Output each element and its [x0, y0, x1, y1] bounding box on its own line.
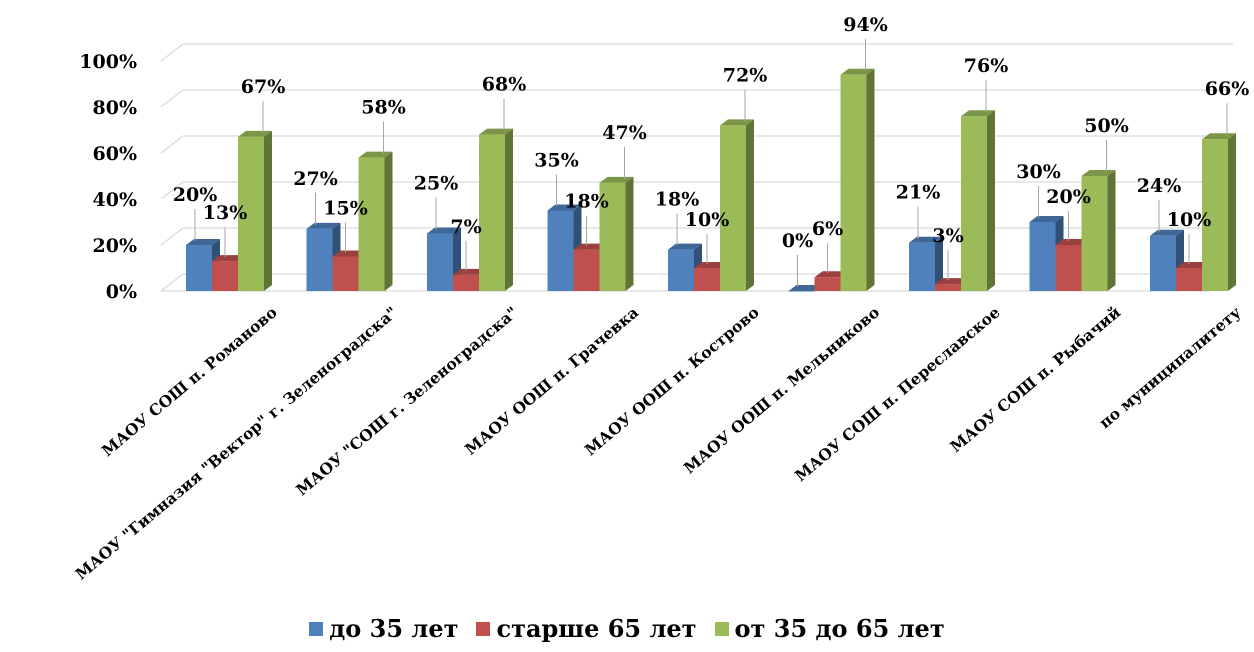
data-label: 20%: [1046, 186, 1091, 208]
y-tick-label: 20%: [93, 235, 138, 257]
bar: [961, 110, 995, 291]
data-label: 18%: [655, 189, 700, 211]
data-label: 18%: [564, 191, 609, 213]
x-category-label: МАОУ "СОШ г. Зеленоградска": [292, 303, 521, 500]
y-tick-label: 100%: [79, 51, 137, 73]
legend-item-35-65: от 35 до 65 лет: [714, 614, 945, 643]
gridline: [160, 89, 1233, 108]
bar: [720, 119, 754, 292]
label-leader-lines: [194, 38, 1228, 287]
legend-label-under-35: до 35 лет: [329, 614, 459, 643]
data-label: 27%: [293, 168, 338, 190]
data-label: 66%: [1205, 78, 1250, 100]
data-label: 10%: [685, 209, 730, 231]
data-label: 68%: [482, 74, 527, 96]
legend-swatch-under-35: [309, 621, 324, 636]
data-label: 10%: [1167, 209, 1212, 231]
bar: [1202, 133, 1236, 291]
y-tick-label: 60%: [93, 143, 138, 165]
gridline: [160, 181, 1233, 200]
data-label: 0%: [782, 230, 813, 252]
data-label: 30%: [1016, 161, 1061, 183]
data-label: 20%: [173, 184, 218, 206]
legend: до 35 лет старше 65 лет от 35 до 65 лет: [0, 614, 1254, 643]
gridline: [160, 135, 1233, 154]
y-tick-label: 0%: [106, 281, 137, 303]
legend-label-over-65: старше 65 лет: [496, 614, 697, 643]
bar: [358, 151, 393, 291]
data-label: 58%: [361, 97, 406, 119]
data-label: 94%: [843, 14, 888, 36]
bar: [479, 128, 513, 291]
data-label: 24%: [1137, 175, 1182, 197]
data-label: 25%: [414, 173, 459, 195]
x-category-label: МАОУ ООШ п. Мельниково: [680, 303, 883, 478]
data-label: 50%: [1084, 115, 1129, 137]
y-tick-label: 40%: [93, 189, 138, 211]
data-label: 6%: [812, 218, 843, 240]
legend-swatch-over-65: [476, 621, 491, 636]
gridline: [160, 43, 1233, 62]
bars: [186, 68, 1236, 292]
data-label: 47%: [602, 122, 647, 144]
data-label: 13%: [203, 202, 248, 224]
bar: [238, 130, 272, 291]
legend-item-over-65: старше 65 лет: [476, 614, 697, 643]
data-label: 76%: [964, 55, 1009, 77]
x-category-label: МАОУ СОШ п. Переславское: [791, 302, 1004, 485]
data-label: 15%: [323, 198, 368, 220]
y-tick-label: 80%: [93, 97, 138, 119]
data-label: 35%: [534, 150, 579, 172]
y-axis-tick-labels: 0% 20% 40% 60% 80% 100%: [79, 51, 137, 303]
data-labels: 20%13%67%27%15%58%25%7%68%35%18%47%18%10…: [173, 14, 1250, 252]
legend-label-35-65: от 35 до 65 лет: [734, 614, 945, 643]
bar: [909, 236, 943, 291]
data-label: 72%: [723, 64, 768, 86]
bar: [840, 68, 875, 291]
data-label: 21%: [896, 182, 941, 204]
bar: [668, 243, 702, 291]
legend-item-under-35: до 35 лет: [309, 614, 458, 643]
legend-swatch-35-65: [714, 621, 729, 636]
data-label: 67%: [241, 76, 286, 98]
data-label: 7%: [450, 216, 481, 238]
data-label: 3%: [932, 225, 963, 247]
